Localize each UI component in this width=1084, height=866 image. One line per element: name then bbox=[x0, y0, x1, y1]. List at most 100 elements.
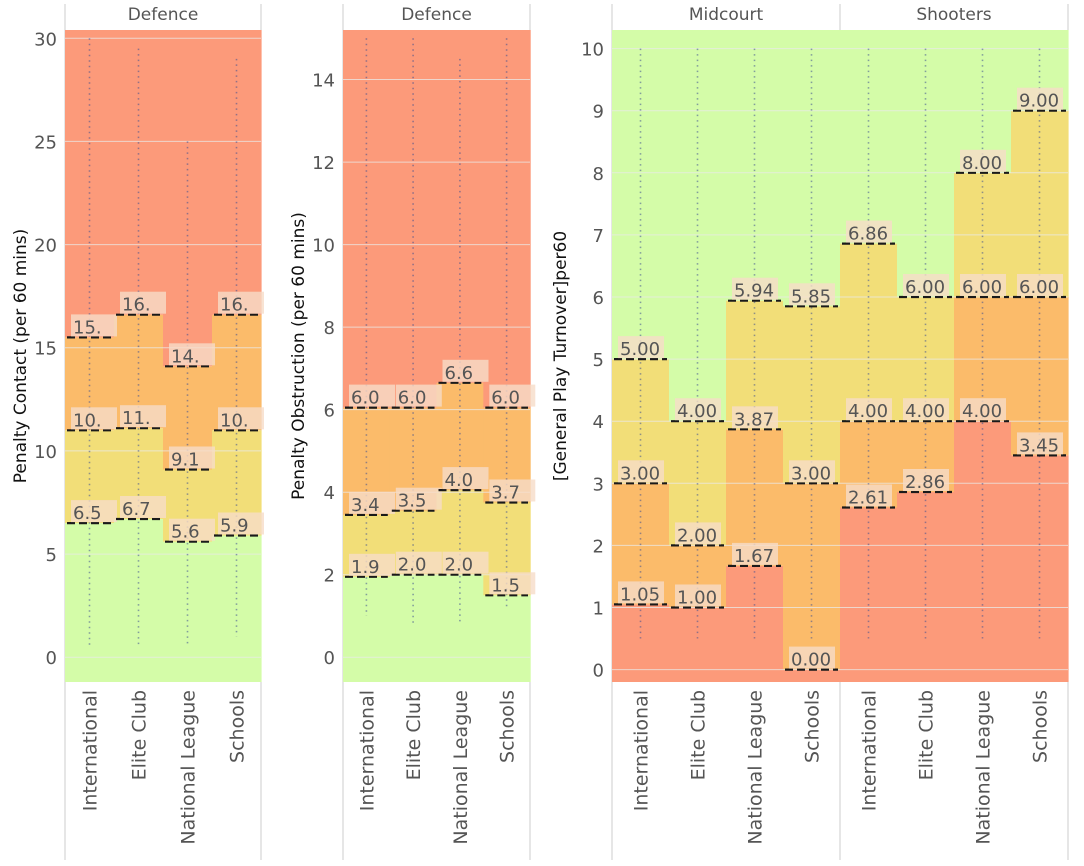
threshold-label-bg bbox=[169, 446, 215, 469]
band-red bbox=[163, 30, 213, 367]
y-tick-label: 6 bbox=[324, 401, 335, 422]
threshold-label-bg bbox=[218, 291, 264, 314]
y-tick-label: 7 bbox=[593, 226, 604, 247]
threshold-label-bg bbox=[732, 277, 778, 300]
y-tick-label: 8 bbox=[324, 318, 335, 339]
threshold-label-bg bbox=[789, 646, 835, 669]
threshold-label-bg bbox=[675, 398, 721, 421]
threshold-label-bg bbox=[120, 291, 166, 314]
band-red bbox=[114, 30, 164, 315]
band-red bbox=[389, 30, 438, 408]
x-tick-label: National League bbox=[450, 690, 472, 845]
threshold-label-bg bbox=[169, 343, 215, 366]
threshold-label: 2.00 bbox=[677, 525, 717, 546]
threshold-label: 9.1 bbox=[171, 450, 200, 471]
band-yellow bbox=[840, 243, 898, 422]
y-tick-label: 30 bbox=[34, 29, 57, 50]
threshold-label: 4.00 bbox=[905, 401, 945, 422]
x-tick-label: National League bbox=[745, 690, 767, 845]
x-tick-label: National League bbox=[178, 690, 200, 845]
threshold-label: 6.6 bbox=[445, 363, 474, 384]
band-green bbox=[783, 30, 841, 307]
threshold-label-bg bbox=[732, 542, 778, 565]
threshold-label: 16. bbox=[122, 295, 151, 316]
threshold-label-bg bbox=[618, 460, 664, 483]
threshold-label: 1.5 bbox=[491, 575, 520, 596]
band-red bbox=[954, 421, 1012, 682]
threshold-label-bg bbox=[846, 484, 892, 507]
threshold-label: 15. bbox=[73, 317, 102, 338]
threshold-label-bg bbox=[71, 314, 117, 337]
y-tick-label: 4 bbox=[324, 483, 335, 504]
y-axis-label: Penalty Contact (per 60 mins) bbox=[11, 229, 31, 484]
threshold-label-bg bbox=[960, 149, 1006, 172]
band-red bbox=[212, 30, 262, 315]
threshold-label: 3.4 bbox=[351, 495, 380, 516]
threshold-label-bg bbox=[120, 496, 166, 518]
band-orange bbox=[1011, 297, 1069, 456]
threshold-label: 3.00 bbox=[620, 463, 660, 484]
band-green bbox=[389, 574, 438, 682]
band-red bbox=[669, 607, 727, 682]
y-tick-label: 10 bbox=[312, 236, 335, 257]
x-tick-label: Elite Club bbox=[403, 690, 425, 780]
threshold-label: 2.0 bbox=[445, 555, 474, 576]
y-tick-label: 4 bbox=[593, 412, 604, 433]
band-green bbox=[114, 519, 164, 682]
y-tick-label: 25 bbox=[34, 132, 57, 153]
y-tick-label: 3 bbox=[593, 474, 604, 495]
threshold-label-bg bbox=[442, 359, 489, 382]
x-tick-label: National League bbox=[973, 690, 995, 845]
threshold-label-bg bbox=[789, 460, 835, 483]
threshold-label-bg bbox=[960, 274, 1006, 296]
threshold-label: 0.00 bbox=[791, 650, 831, 671]
threshold-label: 4.0 bbox=[445, 470, 474, 491]
y-axis-label: Penalty Obstruction (per 60 mins) bbox=[289, 212, 309, 500]
y-tick-label: 1 bbox=[593, 599, 604, 620]
threshold-label: 4.00 bbox=[848, 401, 888, 422]
threshold-label: 2.0 bbox=[398, 555, 427, 576]
threshold-label: 2.86 bbox=[905, 472, 945, 493]
threshold-label: 8.00 bbox=[962, 153, 1002, 174]
x-tick-label: International bbox=[631, 690, 653, 811]
threshold-label-bg bbox=[1017, 432, 1063, 455]
band-green bbox=[483, 595, 531, 682]
threshold-label-bg bbox=[395, 487, 442, 510]
threshold-label-bg bbox=[71, 500, 117, 523]
y-tick-label: 0 bbox=[324, 648, 335, 669]
chart-panel-1: 0 5 10 15 20 25 30 6.5 6.7 5.6 5.9 10. 11. 9.1 10. 15. 1… bbox=[11, 5, 264, 845]
y-tick-label: 0 bbox=[593, 661, 604, 682]
threshold-label-bg bbox=[675, 522, 721, 545]
x-tick-label: Elite Club bbox=[129, 690, 151, 780]
panel-title: Midcourt bbox=[689, 5, 764, 25]
band-orange bbox=[783, 483, 841, 670]
threshold-label-bg bbox=[903, 398, 949, 421]
y-tick-label: 2 bbox=[324, 566, 335, 587]
threshold-label-bg bbox=[675, 584, 721, 607]
threshold-label: 4.00 bbox=[962, 401, 1002, 422]
band-red bbox=[612, 604, 670, 682]
threshold-label-bg bbox=[442, 551, 489, 574]
band-green bbox=[163, 541, 213, 682]
threshold-label: 5.6 bbox=[171, 522, 200, 543]
threshold-label-bg bbox=[71, 407, 117, 430]
y-tick-label: 8 bbox=[593, 164, 604, 185]
band-red bbox=[343, 30, 391, 408]
threshold-label-bg bbox=[349, 553, 395, 576]
band-red bbox=[483, 30, 531, 408]
band-red bbox=[65, 30, 115, 338]
threshold-label: 3.00 bbox=[791, 463, 831, 484]
threshold-label: 5.85 bbox=[791, 286, 831, 307]
threshold-label: 3.45 bbox=[1019, 435, 1059, 456]
threshold-label-bg bbox=[903, 469, 949, 491]
threshold-label-bg bbox=[218, 407, 264, 430]
threshold-label: 16. bbox=[220, 295, 249, 316]
threshold-label: 2.61 bbox=[848, 488, 888, 509]
x-tick-label: Elite Club bbox=[916, 690, 938, 780]
threshold-label: 14. bbox=[171, 346, 200, 367]
threshold-label: 6.00 bbox=[905, 277, 945, 298]
panel-title: Defence bbox=[401, 5, 472, 25]
threshold-label-bg bbox=[218, 512, 264, 535]
